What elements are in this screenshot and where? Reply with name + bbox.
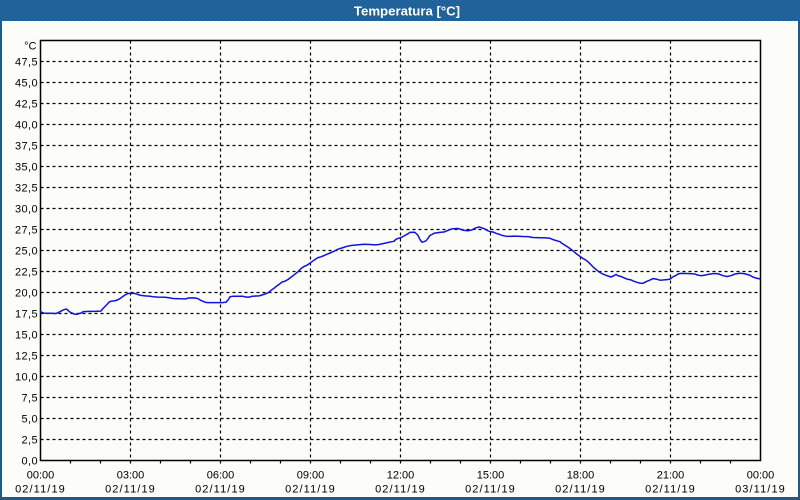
svg-text:15:00: 15:00 [477,470,505,482]
svg-text:10,0: 10,0 [15,372,38,384]
svg-text:20,0: 20,0 [15,288,38,300]
svg-text:7,5: 7,5 [22,393,39,405]
svg-text:02/11/19: 02/11/19 [465,484,516,496]
svg-text:22,5: 22,5 [15,267,38,279]
svg-text:02/11/19: 02/11/19 [645,484,696,496]
svg-text:15,0: 15,0 [15,330,38,342]
svg-text:47,5: 47,5 [15,57,38,69]
svg-text:12,5: 12,5 [15,351,38,363]
svg-text:0,0: 0,0 [22,456,39,468]
svg-text:02/11/19: 02/11/19 [285,484,336,496]
svg-text:35,0: 35,0 [15,162,38,174]
svg-text:45,0: 45,0 [15,78,38,90]
svg-text:03:00: 03:00 [117,470,145,482]
svg-text:02/11/19: 02/11/19 [375,484,426,496]
svg-text:00:00: 00:00 [747,470,775,482]
svg-text:37,5: 37,5 [15,141,38,153]
svg-text:18:00: 18:00 [567,470,595,482]
svg-text:40,0: 40,0 [15,120,38,132]
svg-text:09:00: 09:00 [297,470,325,482]
svg-text:00:00: 00:00 [27,470,55,482]
svg-text:2,5: 2,5 [22,435,39,447]
svg-text:03/11/19: 03/11/19 [735,484,786,496]
svg-text:25,0: 25,0 [15,246,38,258]
svg-text:32,5: 32,5 [15,183,38,195]
svg-text:02/11/19: 02/11/19 [555,484,606,496]
svg-text:42,5: 42,5 [15,99,38,111]
svg-text:17,5: 17,5 [15,309,38,321]
svg-text:12:00: 12:00 [387,470,415,482]
svg-text:°C: °C [24,41,36,53]
svg-text:02/11/19: 02/11/19 [105,484,156,496]
svg-text:02/11/19: 02/11/19 [15,484,66,496]
svg-text:Temperatura [°C]: Temperatura [°C] [354,4,460,19]
svg-text:27,5: 27,5 [15,225,38,237]
svg-text:5,0: 5,0 [22,414,39,426]
svg-text:06:00: 06:00 [207,470,235,482]
svg-text:30,0: 30,0 [15,204,38,216]
svg-text:21:00: 21:00 [657,470,685,482]
svg-text:02/11/19: 02/11/19 [195,484,246,496]
